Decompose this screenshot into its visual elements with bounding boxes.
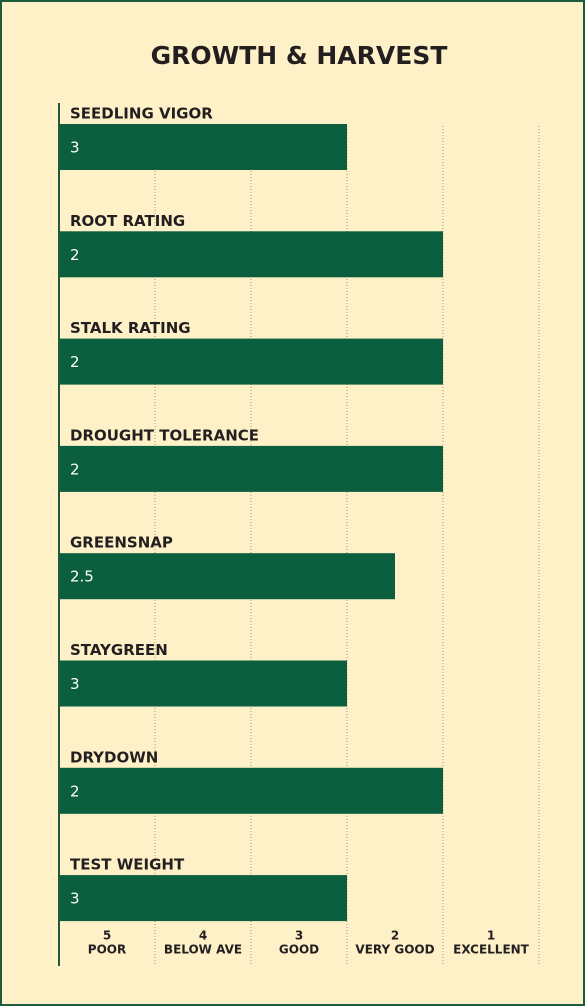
x-tick-caption: EXCELLENT bbox=[453, 943, 530, 957]
bar bbox=[59, 553, 395, 600]
bar bbox=[59, 231, 443, 278]
value-label: 2 bbox=[70, 353, 80, 371]
x-tick-caption: VERY GOOD bbox=[355, 943, 434, 957]
category-label: TEST WEIGHT bbox=[70, 856, 185, 874]
x-tick-label: 4 bbox=[199, 929, 207, 943]
x-tick-caption: GOOD bbox=[279, 943, 319, 957]
x-tick-label: 3 bbox=[295, 929, 303, 943]
x-tick-caption: POOR bbox=[88, 943, 126, 957]
category-label: ROOT RATING bbox=[70, 212, 185, 230]
value-label: 2 bbox=[70, 246, 80, 264]
value-label: 3 bbox=[70, 890, 80, 908]
chart-title: GROWTH & HARVEST bbox=[151, 41, 448, 70]
bar bbox=[59, 445, 443, 492]
category-label: DROUGHT TOLERANCE bbox=[70, 426, 259, 444]
category-label: STALK RATING bbox=[70, 319, 191, 337]
value-label: 2.5 bbox=[70, 568, 94, 586]
value-label: 3 bbox=[70, 675, 80, 693]
x-tick-caption: BELOW AVE bbox=[164, 943, 242, 957]
x-tick-label: 1 bbox=[487, 929, 495, 943]
category-label: DRYDOWN bbox=[70, 748, 158, 766]
bar bbox=[59, 660, 347, 707]
category-label: SEEDLING VIGOR bbox=[70, 105, 213, 123]
x-tick-label: 2 bbox=[391, 929, 399, 943]
value-label: 2 bbox=[70, 460, 80, 478]
bar bbox=[59, 338, 443, 385]
bar bbox=[59, 875, 347, 922]
category-label: STAYGREEN bbox=[70, 641, 168, 659]
value-label: 3 bbox=[70, 139, 80, 157]
x-tick-label: 5 bbox=[103, 929, 111, 943]
bar bbox=[59, 767, 443, 814]
value-label: 2 bbox=[70, 782, 80, 800]
category-label: GREENSNAP bbox=[70, 534, 173, 552]
bar bbox=[59, 124, 347, 170]
